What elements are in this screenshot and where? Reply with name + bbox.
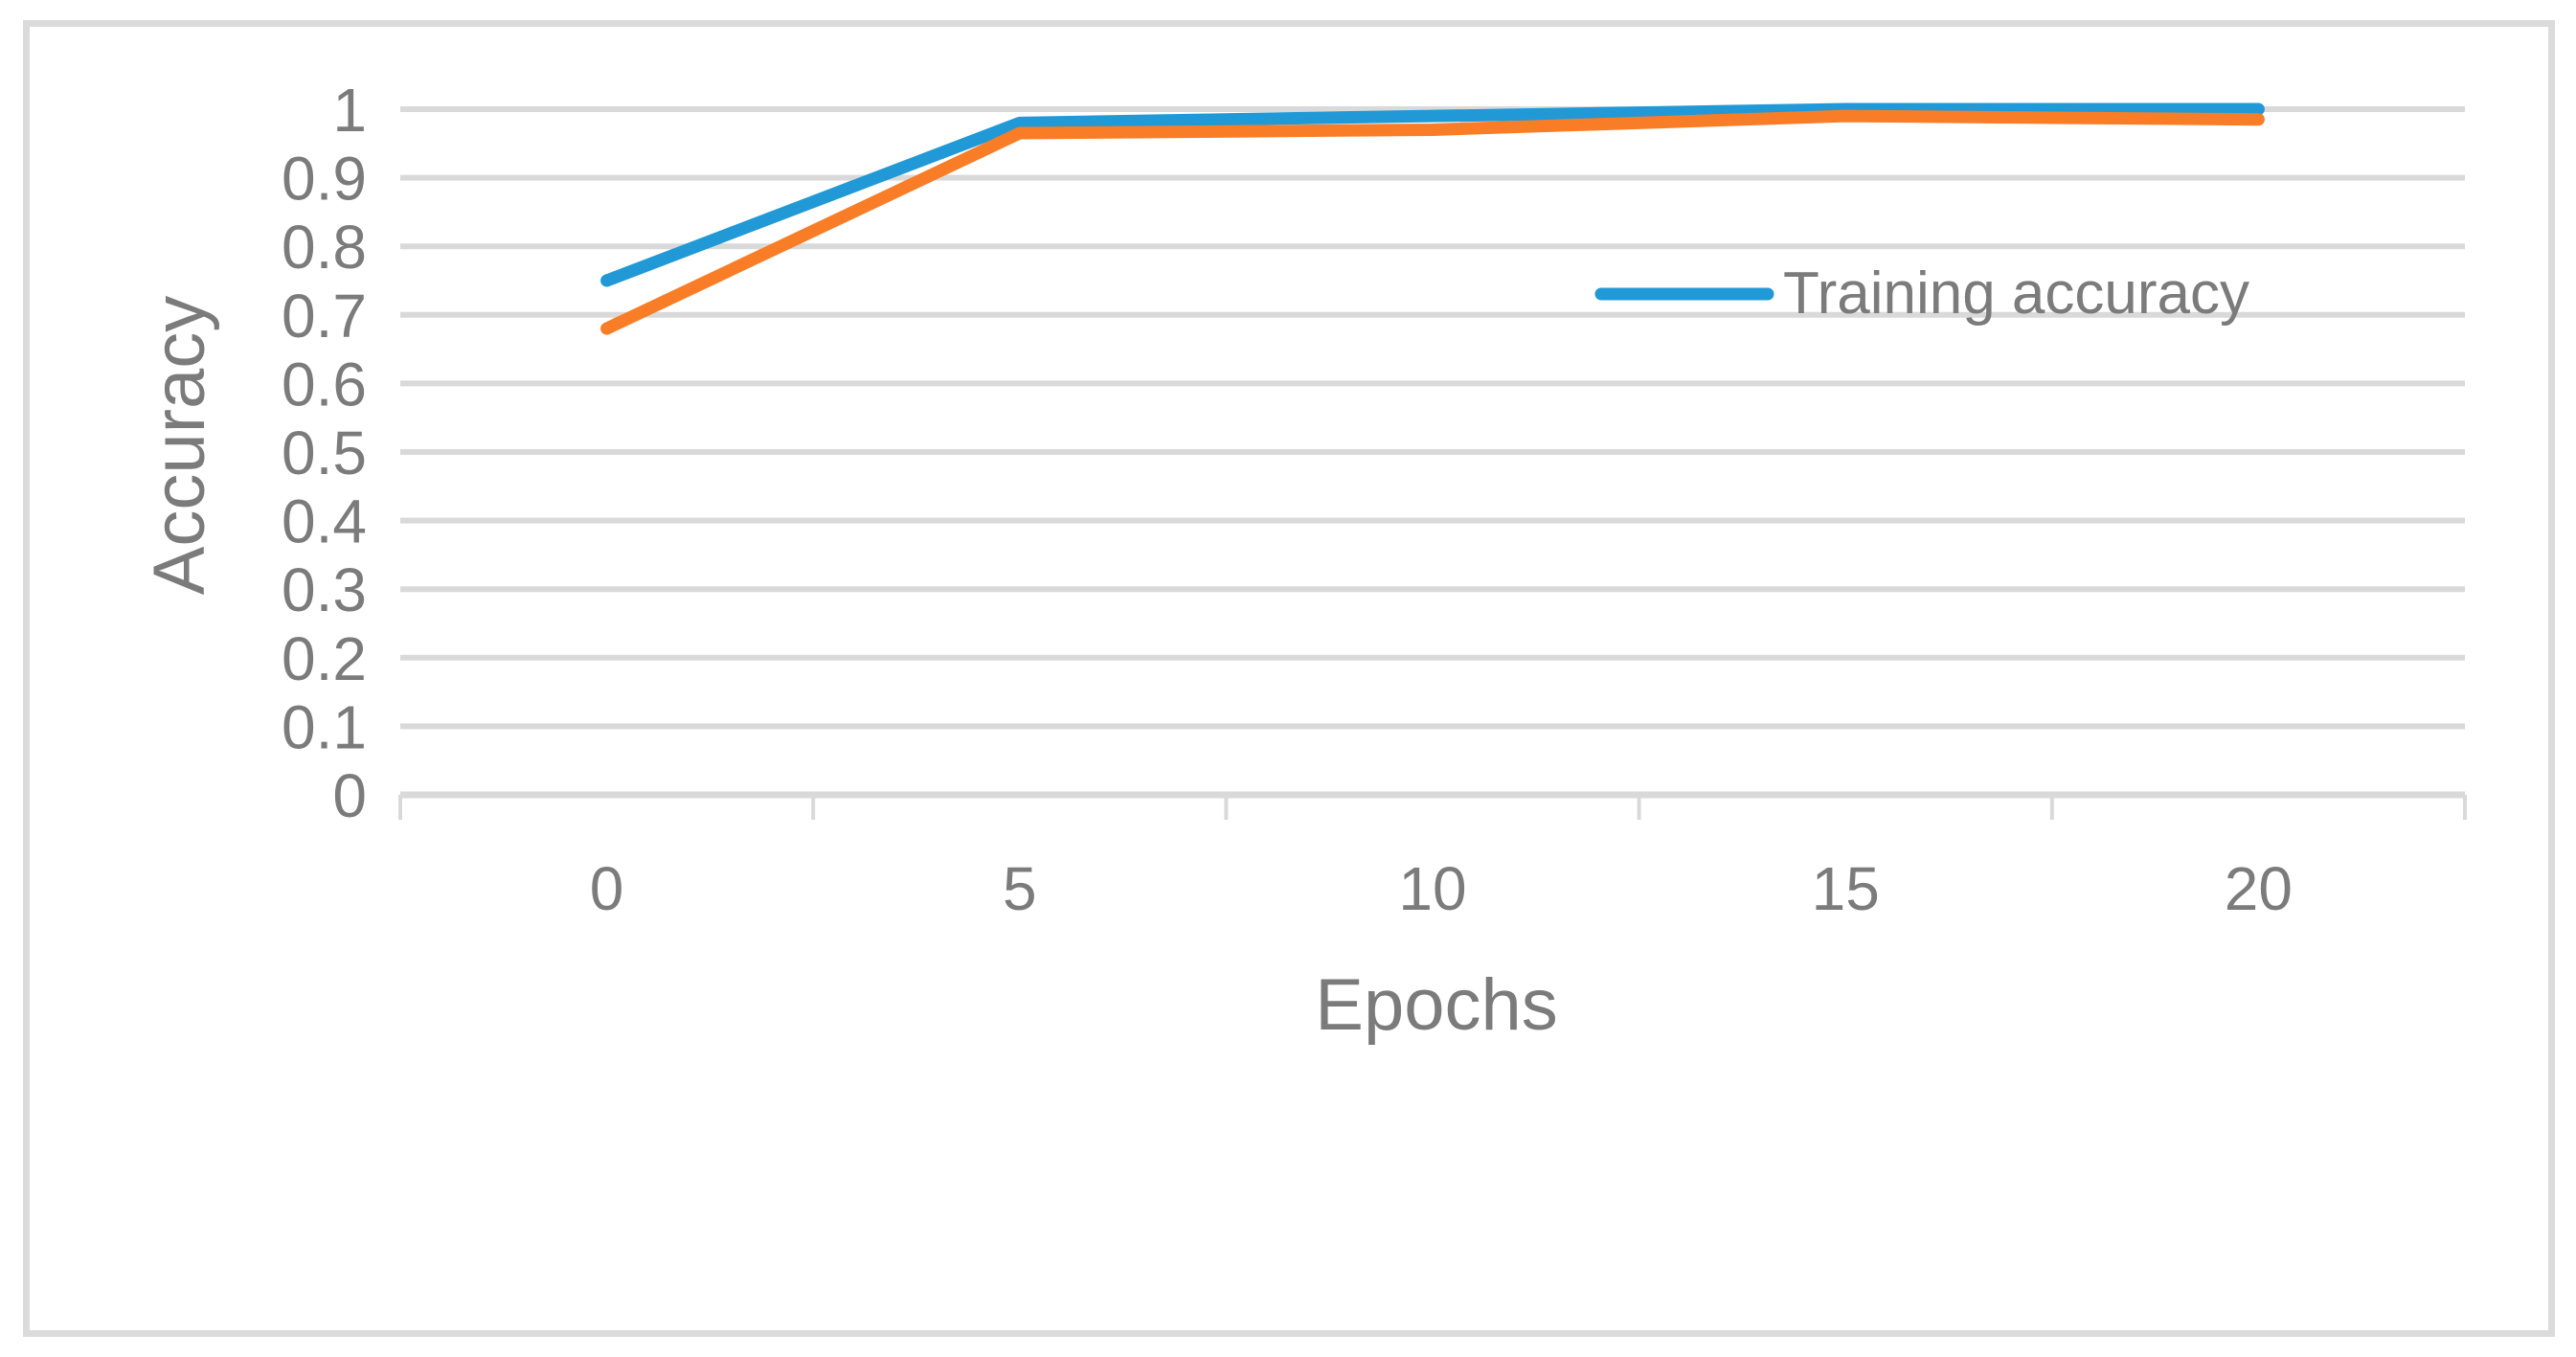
legend-label-training-accuracy: Training accuracy bbox=[1783, 260, 2249, 327]
y-tick-label: 0.3 bbox=[282, 555, 367, 624]
y-tick-label: 0.1 bbox=[282, 692, 367, 761]
y-tick-label: 0.7 bbox=[282, 282, 367, 351]
y-tick-label: 0.9 bbox=[282, 145, 367, 214]
y-tick-label: 1 bbox=[332, 76, 367, 145]
y-tick-label: 0 bbox=[332, 761, 367, 830]
x-tick-label: 0 bbox=[590, 854, 624, 923]
y-tick-label: 0.8 bbox=[282, 213, 367, 282]
x-axis-group bbox=[398, 791, 2467, 820]
x-tick-label: 20 bbox=[2225, 854, 2293, 923]
gridlines-group bbox=[400, 106, 2465, 730]
series-lines-group bbox=[600, 102, 2265, 335]
y-tick-label: 0.2 bbox=[282, 624, 367, 693]
y-tick-label: 0.5 bbox=[282, 418, 367, 487]
legend: Training accuracy bbox=[1594, 260, 2249, 327]
y-axis-title: Accuracy bbox=[139, 296, 220, 596]
x-tick-label: 15 bbox=[1812, 854, 1880, 923]
x-axis-title: Epochs bbox=[1315, 964, 1558, 1046]
x-tick-label: 5 bbox=[1003, 854, 1037, 923]
y-tick-labels: 10.90.80.70.60.50.40.30.20.10 bbox=[282, 76, 367, 830]
x-tick-label: 10 bbox=[1398, 854, 1466, 923]
x-tick-labels: 0 5 10 15 20 bbox=[590, 854, 2293, 923]
series-line-unlabeled bbox=[600, 109, 2265, 335]
y-tick-label: 0.4 bbox=[282, 487, 367, 556]
y-tick-label: 0.6 bbox=[282, 350, 367, 418]
series-line-training-accuracy bbox=[600, 102, 2265, 287]
